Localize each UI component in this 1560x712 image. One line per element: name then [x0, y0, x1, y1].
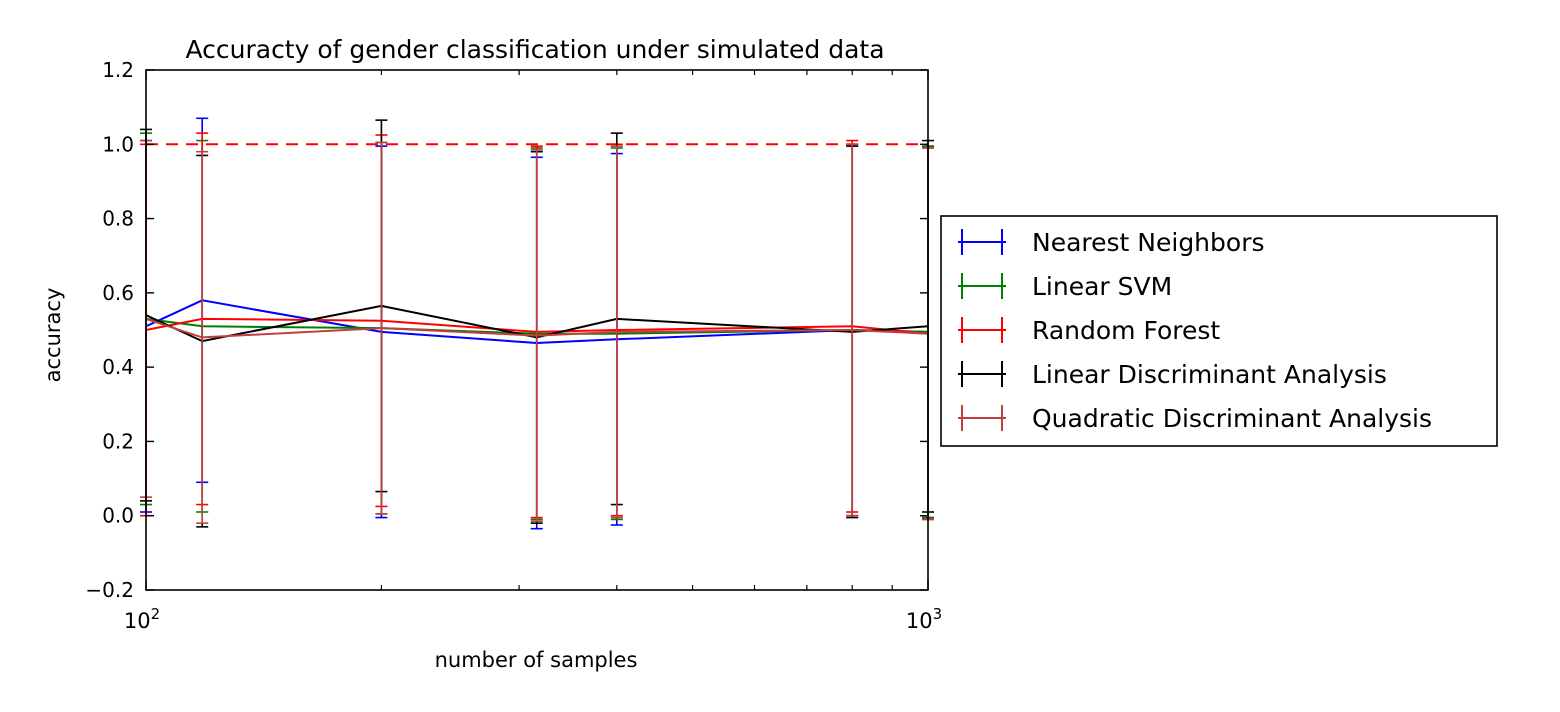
legend-entry: Random Forest [958, 316, 1220, 345]
legend-label: Nearest Neighbors [1032, 228, 1265, 257]
legend-label: Linear Discriminant Analysis [1032, 360, 1387, 389]
legend-entry: Linear SVM [958, 272, 1172, 301]
y-tick-label: 0.4 [102, 355, 134, 379]
x-tick-label: 103 [906, 605, 942, 633]
y-tick-label: 0.8 [102, 207, 134, 231]
y-tick-label: 0.0 [102, 504, 134, 528]
plot-area [140, 117, 934, 530]
legend: Nearest Neighbors Linear SVM Random Forest… [940, 215, 1498, 447]
legend-label: Random Forest [1032, 316, 1220, 345]
legend-entry: Quadratic Discriminant Analysis [958, 404, 1432, 433]
legend-frame [940, 215, 1498, 447]
y-tick-label: 0.2 [102, 429, 134, 453]
y-tick-label: 0.6 [102, 281, 134, 305]
y-tick-label: 1.0 [102, 132, 134, 156]
plot-frame [145, 69, 929, 591]
legend-label: Quadratic Discriminant Analysis [1032, 404, 1432, 433]
y-axis-label: accuracy [41, 288, 65, 383]
y-tick-label: −0.2 [85, 578, 134, 602]
legend-label: Linear SVM [1032, 272, 1172, 301]
series-line [145, 317, 929, 339]
legend-entry: Nearest Neighbors [958, 228, 1265, 257]
y-tick-label: 1.2 [102, 58, 134, 82]
x-tick-label: 102 [124, 605, 160, 633]
chart-title: Accuracty of gender classification under… [185, 35, 884, 64]
legend-entry: Linear Discriminant Analysis [958, 360, 1387, 389]
axis-ticks: −0.2 0.0 0.2 0.4 0.6 0.8 1.0 1.2 102 103 [85, 58, 942, 633]
x-axis-label: number of samples [435, 648, 638, 672]
